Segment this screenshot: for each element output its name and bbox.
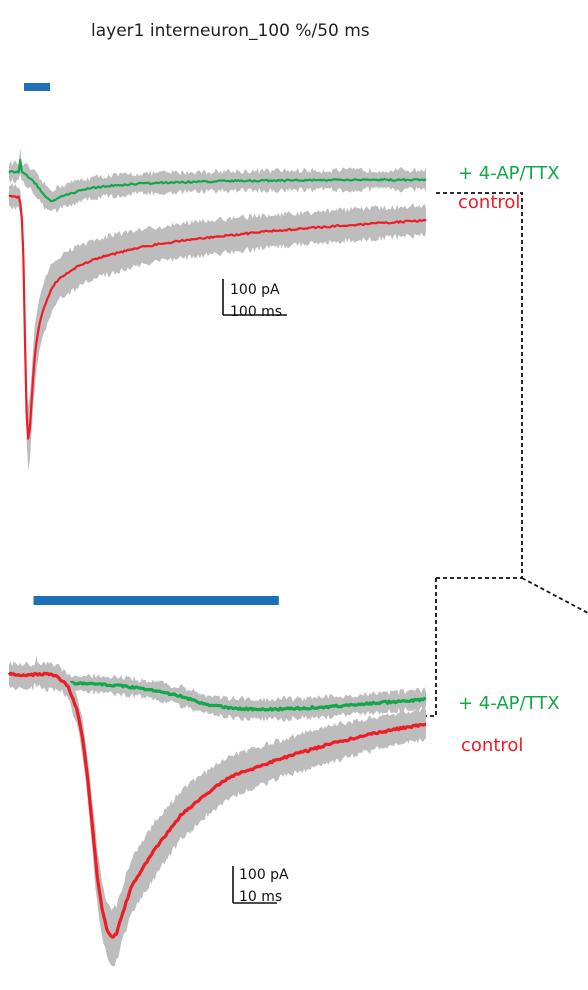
zoom-panel: 100 pA 10 ms + 4-AP/TTX control	[7, 596, 560, 967]
overview-scale-y-label: 100 pA	[230, 282, 280, 298]
zoom-box-outline	[436, 192, 523, 579]
overview-scale-x-label: 100 ms	[230, 304, 282, 320]
overview-legend-drug: + 4-AP/TTX	[458, 163, 560, 184]
overview-trace-drug	[8, 159, 427, 203]
overview-scale-bar	[222, 279, 287, 316]
overview-sem-band-control	[9, 182, 426, 471]
zoom-indicator	[424, 192, 588, 717]
zoom-trace-drug	[8, 664, 427, 712]
zoom-scale-y-label: 100 pA	[239, 867, 289, 883]
zoom-connector-line	[424, 578, 437, 717]
zoom-sem-band-drug	[9, 655, 426, 722]
overview-panel: 100 pA 100 ms + 4-AP/TTX control	[8, 83, 560, 471]
zoom-scale-bar	[232, 866, 277, 904]
zoom-diagonal-line	[521, 577, 588, 614]
zoom-stimulus-bar	[33, 596, 279, 605]
zoom-sem-band-control	[9, 661, 426, 967]
overview-legend-control: control	[458, 192, 520, 213]
zoom-legend-control: control	[461, 735, 523, 756]
overview-trace-control	[8, 194, 427, 440]
zoom-legend-drug: + 4-AP/TTX	[458, 693, 560, 714]
overview-stimulus-bar	[24, 83, 50, 91]
zoom-scale-x-label: 10 ms	[239, 889, 282, 905]
figure-title: layer1 interneuron_100 %/50 ms	[91, 21, 370, 41]
zoom-trace-control	[7, 671, 427, 939]
